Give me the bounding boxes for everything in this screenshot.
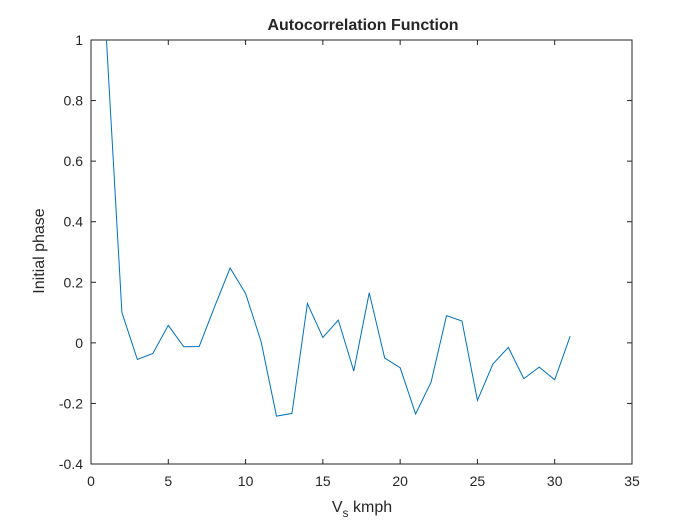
y-tick-label: -0.2 [59,395,83,411]
x-tick-label: 10 [238,473,254,489]
y-tick-label: 1 [75,32,83,48]
y-axis-ticks: -0.4 -0.2 0 0.2 0.4 0.6 0.8 1 [59,32,632,472]
x-tick-label: 5 [164,473,172,489]
series-line [105,39,571,417]
x-tick-label: 20 [392,473,408,489]
y-tick-label: -0.4 [59,456,83,472]
series-layer [105,39,571,417]
x-axis-label-unit: kmph [349,499,393,516]
x-axis-label: Vs kmph [332,499,392,520]
plot-area [90,39,633,465]
x-axis-label-subscript: s [343,506,349,520]
x-tick-label: 30 [547,473,563,489]
y-tick-label: 0 [75,335,83,351]
x-axis-label-main: V [332,499,343,516]
y-axis-label: Initial phase [31,208,48,293]
x-tick-label: 15 [315,473,331,489]
y-tick-label: 0.8 [64,93,84,109]
y-tick-label: 0.4 [64,214,84,230]
chart-title: Autocorrelation Function [267,17,458,34]
x-tick-label: 25 [470,473,486,489]
y-tick-label: 0.2 [64,274,84,290]
x-tick-label: 0 [87,473,95,489]
x-axis-ticks: 0 5 10 15 20 25 30 35 [87,40,640,489]
x-tick-label: 35 [624,473,640,489]
y-tick-label: 0.6 [64,153,84,169]
